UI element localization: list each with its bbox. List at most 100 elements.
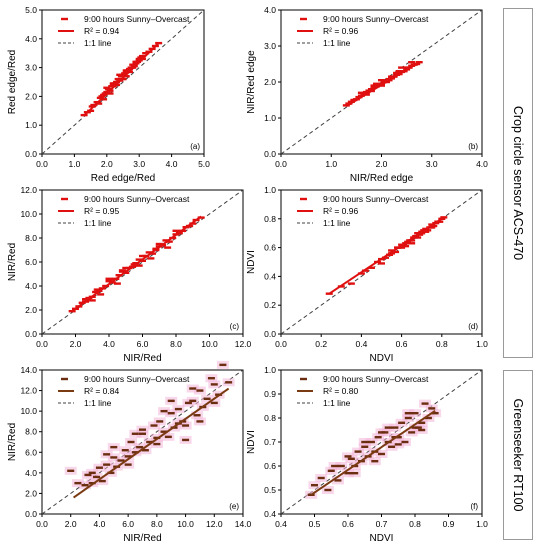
data-point [153, 442, 161, 446]
data-point [117, 459, 125, 462]
data-point [84, 473, 92, 477]
data-point [121, 72, 129, 75]
data-point [142, 52, 150, 55]
data-point [431, 412, 439, 415]
data-point [139, 428, 146, 431]
data-point [219, 363, 227, 367]
data-point [398, 246, 406, 249]
x-tick-label: 0.6 [342, 519, 354, 529]
data-point [137, 56, 145, 59]
data-point [378, 431, 385, 434]
x-tick-label: 2.0 [65, 519, 77, 529]
legend-marker-points [300, 197, 307, 201]
data-point [378, 79, 385, 82]
data-point [210, 383, 218, 386]
x-tick-label: 12.0 [235, 339, 252, 349]
y-tick-label: 4.0 [25, 281, 37, 291]
y-tick-label: 0.4 [264, 509, 276, 519]
x-tick-label: 8.0 [151, 519, 163, 529]
plot-frame [41, 9, 205, 155]
y-tick-label: 2.0 [25, 305, 37, 315]
chart-panel-5: 0.0 2.0 4.0 6.0 8.0 10.0 12.0 14.0 0.0 2.0 4.0 6.0 8… [7, 360, 252, 544]
greenseeker-label-box: Greenseeker RT100 [503, 370, 533, 540]
data-point [408, 242, 416, 245]
data-point [134, 60, 142, 64]
y-tick-label: 0.0 [25, 509, 37, 519]
data-point [392, 250, 400, 254]
one-to-one-line [41, 189, 244, 335]
data-point [391, 426, 399, 429]
chart-panel-1: 0.0 1.0 2.0 3.0 4.0 5.0 0.0 1.0 2.0 3.0 4.0 5.0 Red … [7, 5, 210, 184]
one-to-one-line [280, 9, 483, 155]
data-point [344, 455, 352, 458]
data-point [103, 453, 111, 456]
plot-frame [41, 369, 244, 515]
x-tick-label: 1.0 [68, 159, 80, 169]
crop-circle-sensor-label: Crop circle sensor ACS-470 [511, 105, 525, 261]
x-tick-label: 12.0 [206, 519, 223, 529]
x-tick-label: 0.8 [409, 519, 421, 529]
chart-panel-4: 0.0 0.2 0.4 0.6 0.8 1.0 0.0 0.2 0.4 0.6 0.8 1.0 NDVI… [246, 185, 488, 364]
one-to-one-line [280, 369, 483, 515]
data-point [138, 54, 146, 58]
data-point [182, 424, 190, 427]
y-tick-label: 2.0 [25, 488, 37, 498]
data-point [378, 262, 385, 265]
data-point [207, 377, 215, 380]
y-tick-label: 0.0 [25, 149, 37, 159]
data-point [139, 259, 146, 262]
y-tick-label: 0.6 [264, 461, 276, 471]
y-tick-label: 12.0 [20, 386, 37, 396]
data-point [418, 428, 426, 432]
y-axis-label: NIR/Red [7, 423, 18, 461]
one-to-one-line [280, 189, 483, 335]
data-point [416, 233, 424, 236]
legend-label-one-to-one: 1:1 line [84, 398, 112, 408]
data-point [167, 399, 175, 403]
y-tick-label: 1.0 [264, 365, 276, 375]
legend-label-points: 9:00 hours Sunny–Overcast [323, 14, 429, 24]
legend-label-r2: R² = 0.84 [84, 386, 119, 396]
data-point [165, 240, 173, 243]
y-tick-label: 2.0 [264, 77, 276, 87]
x-tick-label: 0.0 [275, 339, 287, 349]
data-point [146, 440, 154, 444]
regression-line [73, 387, 230, 499]
data-point [357, 91, 365, 94]
chart-panel-2: 0.0 1.0 2.0 3.0 4.0 0.0 1.0 2.0 3.0 4.0 NIR/Red ed… [246, 5, 488, 184]
data-point [132, 62, 140, 65]
y-axis-label: NIR/Red [7, 243, 18, 281]
data-point [113, 282, 121, 285]
x-tick-label: 0.7 [376, 519, 388, 529]
data-point [347, 100, 355, 103]
data-point [411, 426, 419, 429]
x-tick-label: 4.0 [476, 159, 488, 169]
y-axis-label: NIR/Red edge [246, 50, 257, 114]
data-point [100, 98, 108, 101]
plot-frame [280, 189, 483, 335]
data-point [139, 432, 146, 435]
data-point [130, 263, 138, 266]
data-point [96, 96, 104, 100]
data-point [334, 479, 342, 482]
data-point [324, 488, 332, 492]
x-tick-label: 0.0 [275, 159, 287, 169]
data-point [149, 252, 157, 255]
data-point [424, 229, 432, 232]
y-tick-label: 0.7 [264, 437, 276, 447]
y-tick-label: 4.0 [264, 5, 276, 15]
y-tick-label: 14.0 [20, 365, 37, 375]
regression-line [83, 42, 160, 117]
data-point [135, 258, 143, 261]
legend-label-points: 9:00 hours Sunny–Overcast [323, 374, 429, 384]
data-point [67, 469, 75, 472]
data-point [117, 75, 125, 78]
data-point [355, 95, 363, 99]
data-point [414, 236, 422, 239]
x-tick-label: 0.5 [309, 519, 321, 529]
legend-label-one-to-one: 1:1 line [84, 38, 112, 48]
legend-label-one-to-one: 1:1 line [323, 398, 351, 408]
x-axis-label: NDVI [370, 533, 394, 544]
data-point [136, 445, 144, 449]
data-point [424, 416, 432, 420]
